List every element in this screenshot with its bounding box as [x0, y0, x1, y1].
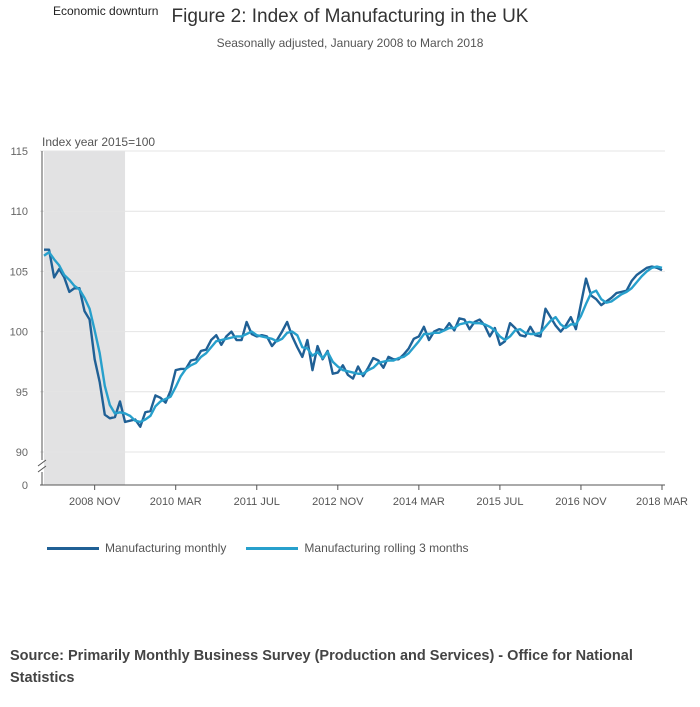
y-tick-label: 100	[10, 327, 28, 339]
axis-break-mark	[37, 459, 47, 467]
y-tick-label: 115	[10, 146, 28, 158]
chart-title: Figure 2: Index of Manufacturing in the …	[171, 6, 529, 27]
x-tick-label: 2008 NOV	[69, 496, 121, 508]
legend-swatch-monthly	[47, 546, 99, 550]
shaded-region-label: Economic downturn	[53, 4, 159, 18]
x-tick-label: 2010 MAR	[150, 496, 202, 508]
legend-item-rolling[interactable]: Manufacturing rolling 3 months	[246, 541, 469, 555]
y-tick-label-zero: 0	[22, 480, 28, 492]
chart-plot: 115 110 105 100 95 90 0 Index year 2015=100 2008…	[10, 135, 688, 508]
series-line-monthly	[44, 248, 663, 428]
y-tick-label: 95	[16, 387, 28, 399]
y-tick-label: 110	[10, 206, 28, 218]
x-tick-label: 2014 MAR	[393, 496, 445, 508]
y-tick-label: 90	[16, 447, 28, 459]
source-note: Source: Primarily Monthly Business Surve…	[10, 648, 633, 686]
series-line-rolling	[43, 250, 663, 424]
x-tick-label: 2015 JUL	[476, 496, 523, 508]
x-tick-label: 2011 JUL	[234, 496, 280, 508]
shaded-region	[44, 151, 126, 485]
y-axis-label: Index year 2015=100	[42, 135, 155, 149]
axis-break-mark	[37, 465, 47, 473]
legend-swatch-rolling	[246, 546, 299, 550]
legend-label-rolling: Manufacturing rolling 3 months	[304, 541, 469, 555]
y-tick-label: 105	[10, 266, 28, 278]
chart-subtitle: Seasonally adjusted, January 2008 to Mar…	[216, 36, 484, 50]
legend-item-monthly[interactable]: Manufacturing monthly	[47, 541, 226, 555]
legend-label-monthly: Manufacturing monthly	[105, 541, 227, 555]
legend: Manufacturing monthly Manufacturing roll…	[47, 541, 489, 555]
x-tick-label: 2016 NOV	[555, 496, 607, 508]
x-tick-label: 2018 MAR	[636, 496, 688, 508]
x-tick-label: 2012 NOV	[312, 496, 364, 508]
